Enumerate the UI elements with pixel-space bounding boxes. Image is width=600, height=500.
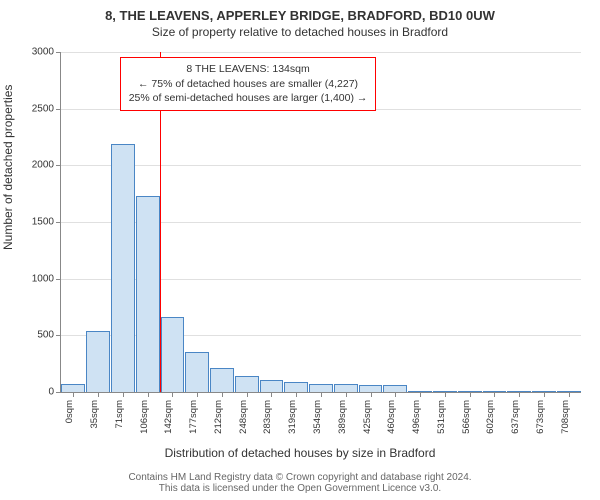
ytick-label: 0 [6,387,54,398]
chart-title: 8, THE LEAVENS, APPERLEY BRIDGE, BRADFOR… [0,0,600,23]
ytick-label: 2500 [6,103,54,114]
xtick-mark [519,392,520,397]
xtick-mark [494,392,495,397]
plot-area: 8 THE LEAVENS: 134sqm← 75% of detached h… [60,52,581,393]
histogram-bar [161,317,185,392]
histogram-bar [284,382,308,392]
bar-slot [408,52,433,392]
bar-slot [432,52,457,392]
histogram-bar [383,385,407,392]
xtick-mark [222,392,223,397]
histogram-bar [61,384,85,392]
ytick-label: 500 [6,330,54,341]
bar-slot [86,52,111,392]
xtick-mark [445,392,446,397]
xtick-mark [197,392,198,397]
histogram-bar [210,368,234,392]
histogram-bar [111,144,135,392]
info-line-2: ← 75% of detached houses are smaller (4,… [129,77,368,92]
histogram-bar [235,376,259,392]
histogram-bar [260,380,284,392]
bar-slot [532,52,557,392]
histogram-bar [136,196,160,392]
bar-slot [383,52,408,392]
xtick-mark [321,392,322,397]
histogram-bar [359,385,383,392]
xtick-mark [420,392,421,397]
xtick-mark [172,392,173,397]
xtick-mark [73,392,74,397]
bar-slot [556,52,581,392]
bar-slot [61,52,86,392]
chart-subtitle: Size of property relative to detached ho… [0,23,600,39]
xtick-mark [98,392,99,397]
xtick-mark [247,392,248,397]
ytick-label: 3000 [6,47,54,58]
bar-slot [482,52,507,392]
ytick-label: 2000 [6,160,54,171]
bar-slot [507,52,532,392]
chart-container: 8, THE LEAVENS, APPERLEY BRIDGE, BRADFOR… [0,0,600,500]
histogram-bar [185,352,209,392]
xtick-mark [371,392,372,397]
info-box: 8 THE LEAVENS: 134sqm← 75% of detached h… [120,57,377,111]
x-axis-label: Distribution of detached houses by size … [0,446,600,460]
xtick-mark [271,392,272,397]
ytick-mark [56,392,61,393]
chart-footer: Contains HM Land Registry data © Crown c… [0,472,600,494]
xtick-mark [296,392,297,397]
histogram-bar [334,384,358,392]
xtick-mark [544,392,545,397]
xtick-mark [395,392,396,397]
ytick-label: 1500 [6,217,54,228]
ytick-label: 1000 [6,273,54,284]
xtick-mark [148,392,149,397]
xtick-mark [569,392,570,397]
bar-slot [457,52,482,392]
xtick-mark [346,392,347,397]
xtick-mark [470,392,471,397]
xtick-mark [123,392,124,397]
info-line-1: 8 THE LEAVENS: 134sqm [129,62,368,77]
histogram-bar [309,384,333,392]
info-line-3: 25% of semi-detached houses are larger (… [129,91,368,106]
histogram-bar [86,331,110,392]
